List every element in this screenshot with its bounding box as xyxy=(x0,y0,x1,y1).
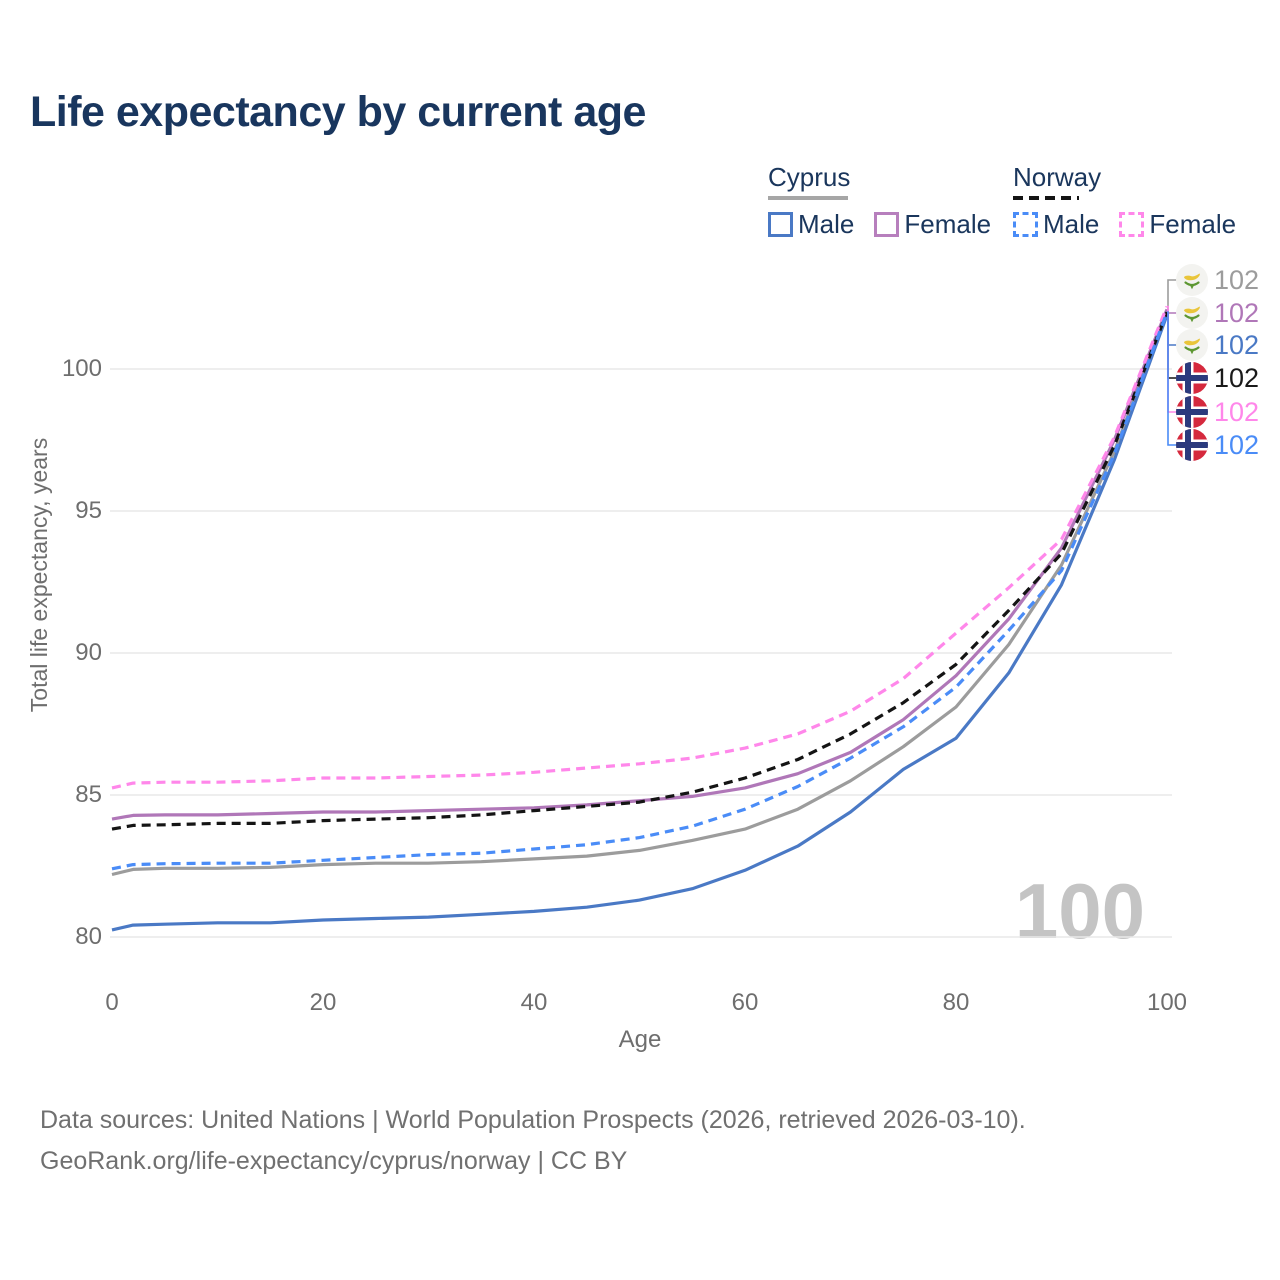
y-tick-95: 95 xyxy=(75,497,102,524)
cyprus-flag-icon xyxy=(1176,297,1208,329)
data-source-note: Data sources: United Nations | World Pop… xyxy=(40,1106,1026,1134)
x-tick-20: 20 xyxy=(309,989,337,1016)
legend-label: Female xyxy=(904,209,992,239)
cyprus-solid-line-sample xyxy=(768,196,848,200)
y-tick-90: 90 xyxy=(75,639,102,666)
cyprus-female-swatch-icon xyxy=(874,212,900,237)
x-tick-80: 80 xyxy=(942,989,970,1016)
end-value: 102 xyxy=(1214,430,1260,460)
end-value: 102 xyxy=(1214,397,1260,427)
norway-male-swatch-icon xyxy=(1013,212,1038,237)
end-label-connectors xyxy=(1167,279,1177,446)
y-tick-85: 85 xyxy=(75,781,102,808)
end-label-norway-female: 102 xyxy=(1176,395,1259,429)
legend-item-cyprus-female[interactable]: Female xyxy=(874,209,991,240)
norway-dashed-line-sample xyxy=(1013,196,1079,200)
legend-item-norway-female[interactable]: Female xyxy=(1119,209,1236,240)
x-axis-title: Age xyxy=(618,1026,662,1053)
end-label-norway-male: 102 xyxy=(1176,428,1259,462)
end-label-cyprus-male: 102 xyxy=(1176,328,1259,362)
y-tick-100: 100 xyxy=(61,355,102,382)
x-tick-60: 60 xyxy=(731,989,759,1016)
legend-item-cyprus-male[interactable]: Male xyxy=(768,209,854,240)
series-lines xyxy=(111,305,1169,932)
norway-female-swatch-icon xyxy=(1119,212,1145,237)
norway-flag-icon xyxy=(1176,429,1208,461)
end-label-cyprus-both: 102 xyxy=(1176,263,1259,297)
end-value: 102 xyxy=(1214,330,1260,360)
legend-item-norway-male[interactable]: Male xyxy=(1013,209,1099,240)
attribution-link: GeoRank.org/life-expectancy/cyprus/norwa… xyxy=(40,1147,628,1175)
x-tick-40: 40 xyxy=(520,989,548,1016)
cyprus-flag-icon xyxy=(1176,329,1208,361)
legend-label: Male xyxy=(798,209,855,239)
page-title: Life expectancy by current age xyxy=(30,88,646,136)
end-value: 102 xyxy=(1214,265,1260,295)
x-tick-0: 0 xyxy=(105,989,119,1016)
legend-label: Male xyxy=(1043,209,1100,239)
cyprus-flag-icon xyxy=(1176,264,1208,296)
y-axis-title: Total life expectancy, years xyxy=(26,437,52,713)
gridlines xyxy=(110,368,1172,938)
y-tick-80: 80 xyxy=(75,923,102,950)
norway-flag-icon xyxy=(1176,362,1208,394)
legend-country-norway: Norway xyxy=(1013,162,1102,192)
cyprus-male-swatch-icon xyxy=(768,212,793,237)
end-value: 102 xyxy=(1214,298,1260,328)
x-tick-100: 100 xyxy=(1146,989,1188,1016)
legend-country-cyprus: Cyprus xyxy=(768,162,851,192)
end-value: 102 xyxy=(1214,363,1260,393)
end-label-cyprus-female: 102 xyxy=(1176,296,1259,330)
norway-flag-icon xyxy=(1176,396,1208,428)
legend-group-norway: Norway Male Female xyxy=(1013,162,1236,240)
legend-group-cyprus: Cyprus Male Female xyxy=(768,162,991,240)
end-label-norway-both: 102 xyxy=(1176,361,1259,395)
legend-label: Female xyxy=(1149,209,1237,239)
